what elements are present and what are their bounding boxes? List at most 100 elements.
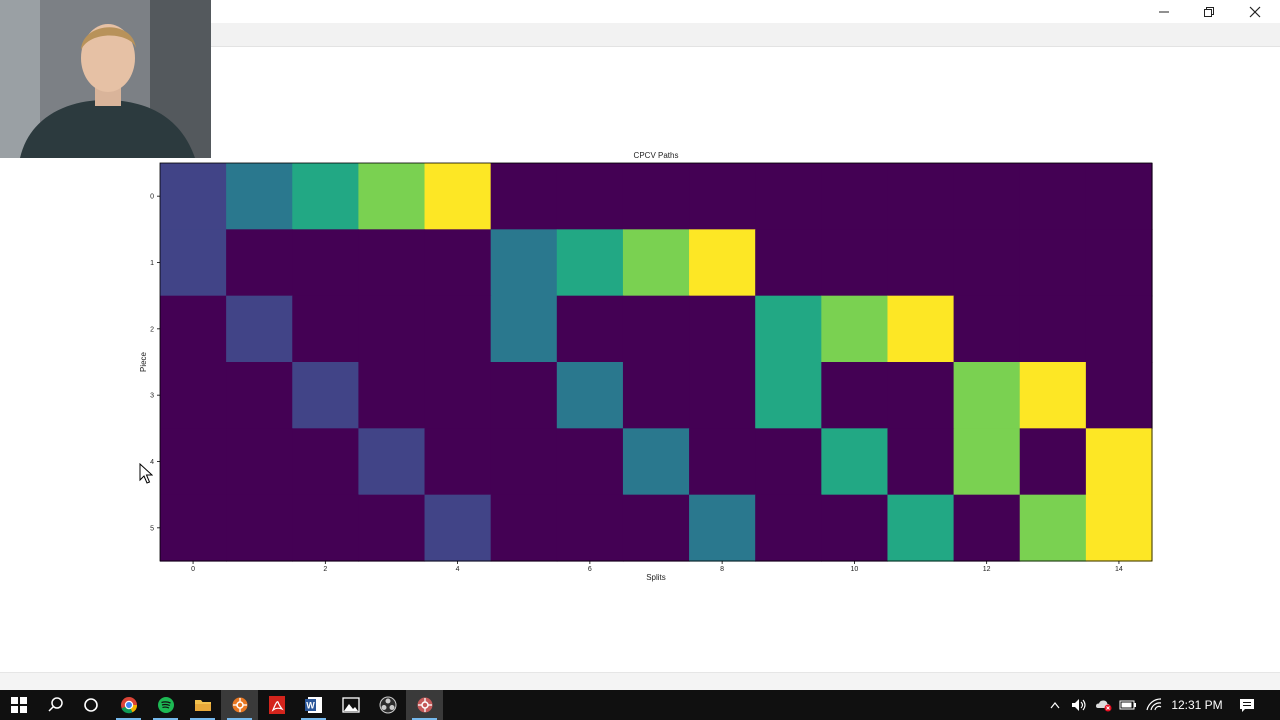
heatmap-cell (755, 295, 822, 363)
heatmap-cell (689, 362, 756, 429)
heatmap-cell (953, 494, 1021, 562)
y-tick-label: 1 (150, 260, 154, 267)
heatmap-cell (689, 494, 756, 562)
obs-icon (379, 696, 396, 714)
heatmap-cell (622, 229, 690, 297)
heatmap-cell (1085, 163, 1153, 230)
heatmap-cell (556, 362, 624, 429)
heatmap-cell (490, 295, 558, 363)
heatmap-cell (292, 362, 359, 429)
toolbar-strip (0, 23, 1280, 47)
heatmap-cell (226, 163, 293, 230)
restore-button[interactable] (1186, 0, 1232, 23)
webcam-person-image (0, 0, 211, 158)
heatmap-cell (622, 494, 690, 562)
x-tick-label: 6 (588, 566, 592, 573)
heatmap-cell (887, 295, 955, 363)
y-tick-label: 2 (150, 326, 154, 333)
start-button[interactable] (0, 690, 37, 720)
heatmap-cell (622, 362, 690, 429)
window-titlebar (0, 0, 1280, 23)
tray-onedrive[interactable] (1093, 690, 1115, 720)
heatmap-cell (689, 428, 756, 496)
taskbar-file-explorer[interactable] (184, 690, 221, 720)
chevron-up-icon (1050, 702, 1060, 709)
chrome-icon (120, 697, 137, 714)
heatmap-cell (292, 229, 359, 297)
heatmap-cell (490, 494, 558, 562)
minimize-icon (1159, 11, 1169, 12)
heatmap-cell (226, 229, 293, 297)
heatmap-cell (556, 163, 624, 230)
heatmap-cell (424, 362, 492, 429)
x-tick-label: 8 (720, 566, 724, 573)
heatmap-cell (292, 494, 359, 562)
heatmap-cell (160, 295, 227, 363)
heatmap-cell (490, 163, 558, 230)
heatmap-cell (887, 362, 955, 429)
heatmap-cell (689, 295, 756, 363)
search-button[interactable] (37, 690, 74, 720)
heatmap-cell (424, 295, 492, 363)
taskbar-clock[interactable]: 12:31 PM (1171, 698, 1223, 712)
heatmap-cell (160, 428, 227, 496)
cortana-button[interactable] (72, 690, 109, 720)
wifi-icon (1146, 698, 1162, 711)
heatmap-cell (226, 428, 293, 496)
heatmap-cell (1085, 229, 1153, 297)
heatmap-cell (556, 428, 624, 496)
cloud-error-icon (1096, 700, 1112, 712)
taskbar-word[interactable]: W (295, 690, 332, 720)
heatmap-cell (292, 428, 359, 496)
taskbar-acrobat[interactable] (258, 690, 295, 720)
heatmap-cell (292, 163, 359, 230)
heatmap-cell (1085, 295, 1153, 363)
heatmap-cell (556, 229, 624, 297)
taskbar-chrome[interactable] (110, 690, 147, 720)
heatmap-cell (1019, 428, 1087, 496)
app-icon-active (417, 697, 432, 713)
taskbar-app-orange[interactable] (221, 690, 258, 720)
heatmap-cell (160, 163, 227, 230)
heatmap-cell (887, 163, 955, 230)
heatmap-cell (622, 163, 690, 230)
taskbar-app-active[interactable] (406, 690, 443, 720)
heatmap-cell (424, 428, 492, 496)
taskbar-photos[interactable] (332, 690, 369, 720)
file-explorer-icon (194, 700, 211, 711)
y-tick-label: 4 (150, 459, 154, 466)
close-button[interactable] (1232, 0, 1278, 23)
x-tick-label: 4 (456, 566, 460, 573)
tray-wifi[interactable] (1143, 690, 1165, 720)
heatmap-cell (821, 229, 889, 297)
y-tick-label: 3 (150, 393, 154, 400)
taskbar-spotify[interactable] (147, 690, 184, 720)
taskbar: W (0, 690, 1280, 720)
heatmap-cell (556, 494, 624, 562)
tray-battery[interactable] (1117, 690, 1139, 720)
heatmap-cell (755, 494, 822, 562)
tray-overflow-button[interactable] (1046, 690, 1064, 720)
heatmap-cell (1085, 428, 1153, 496)
restore-icon (1204, 6, 1214, 17)
taskbar-obs[interactable] (369, 690, 406, 720)
heatmap-cell (887, 229, 955, 297)
notification-icon (1240, 698, 1254, 712)
plot-frame (159, 162, 1153, 562)
tray-volume[interactable] (1069, 690, 1089, 720)
spotify-icon (157, 697, 174, 713)
action-center-button[interactable] (1236, 690, 1258, 720)
heatmap-cell (821, 494, 889, 562)
heatmap-cell (424, 229, 492, 297)
heatmap-cell (622, 295, 690, 363)
heatmap-cell (821, 295, 889, 363)
heatmap-cell (1019, 362, 1087, 429)
heatmap-cell (358, 229, 426, 297)
heatmap-cell (490, 362, 558, 429)
x-tick-label: 10 (851, 566, 859, 573)
start-icon (10, 697, 27, 713)
heatmap-cell (358, 428, 426, 496)
minimize-button[interactable] (1141, 0, 1187, 23)
